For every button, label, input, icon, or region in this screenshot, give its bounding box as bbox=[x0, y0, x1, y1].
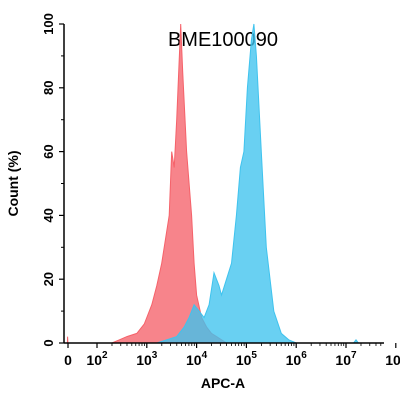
histogram-series-1 bbox=[66, 23, 229, 344]
x-tick-label: 107 bbox=[335, 350, 357, 368]
x-axis-label: APC-A bbox=[201, 375, 245, 391]
y-tick-label: 100 bbox=[41, 13, 56, 35]
histogram-series-2 bbox=[156, 23, 360, 344]
y-tick-label: 80 bbox=[41, 81, 56, 95]
chart-title: BME100090 bbox=[168, 29, 278, 51]
y-axis-label: Count (%) bbox=[5, 150, 21, 216]
x-tick-label: 104 bbox=[186, 350, 208, 368]
x-axis-ticks: 0 102 103 104 105 106 107 108 bbox=[64, 343, 400, 368]
y-tick-label: 60 bbox=[41, 144, 56, 158]
x-tick-label: 108 bbox=[385, 350, 400, 368]
x-tick-label: 103 bbox=[136, 350, 158, 368]
x-tick-label: 106 bbox=[286, 350, 308, 368]
x-tick-label: 0 bbox=[64, 352, 72, 368]
y-tick-label: 20 bbox=[41, 272, 56, 286]
x-tick-label: 105 bbox=[236, 350, 258, 368]
y-tick-label: 0 bbox=[41, 339, 56, 346]
y-axis-ticks: 0 20 40 60 80 100 bbox=[41, 13, 64, 347]
y-tick-label: 40 bbox=[41, 208, 56, 222]
x-tick-label: 102 bbox=[86, 350, 108, 368]
histogram-series-layer bbox=[66, 23, 360, 344]
